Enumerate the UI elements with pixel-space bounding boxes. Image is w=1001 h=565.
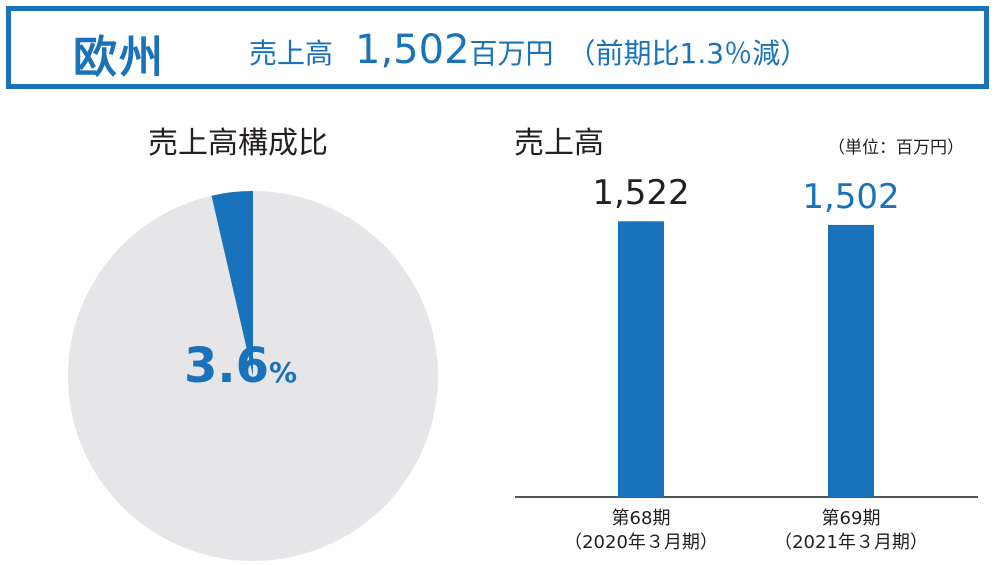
unit-note: （単位：百万円） [828, 138, 964, 158]
pie-slice-europe [211, 191, 253, 376]
bar-category-label-1: 第68期 （2020年３月期） [531, 507, 751, 555]
pie-chart [68, 191, 438, 561]
sales-value: 1,502 [355, 27, 470, 73]
pie-chart-title: 売上高構成比 [148, 126, 328, 161]
bar-category-label-2: 第69期 （2021年３月期） [741, 507, 961, 555]
bar-category-fiscal-year: （2021年３月期） [774, 532, 928, 553]
bar-2 [828, 224, 874, 497]
pie-share-number: 3.6 [184, 338, 270, 394]
bar-chart [515, 221, 978, 498]
bar-category-period: 第69期 [821, 508, 881, 529]
sales-unit: 百万円 [469, 37, 554, 70]
region-title: 欧州 [73, 32, 165, 83]
bar-category-period: 第68期 [611, 508, 671, 529]
pie-share-unit: % [269, 356, 298, 389]
region-header-box: 欧州 売上高 1,502百万円 （前期比1.3％減） [6, 6, 989, 89]
pie-share-label: 3.6% [184, 338, 297, 394]
bar-1 [618, 221, 664, 497]
sales-label: 売上高 [249, 37, 334, 70]
bar-value-label-2: 1,502 [802, 176, 900, 217]
sales-summary: 売上高 1,502百万円 （前期比1.3％減） [249, 27, 808, 73]
bar-category-fiscal-year: （2020年３月期） [564, 532, 718, 553]
bar-chart-title: 売上高 [514, 126, 604, 161]
sales-change: （前期比1.3％減） [567, 37, 809, 70]
bar-value-label-1: 1,522 [592, 173, 690, 214]
